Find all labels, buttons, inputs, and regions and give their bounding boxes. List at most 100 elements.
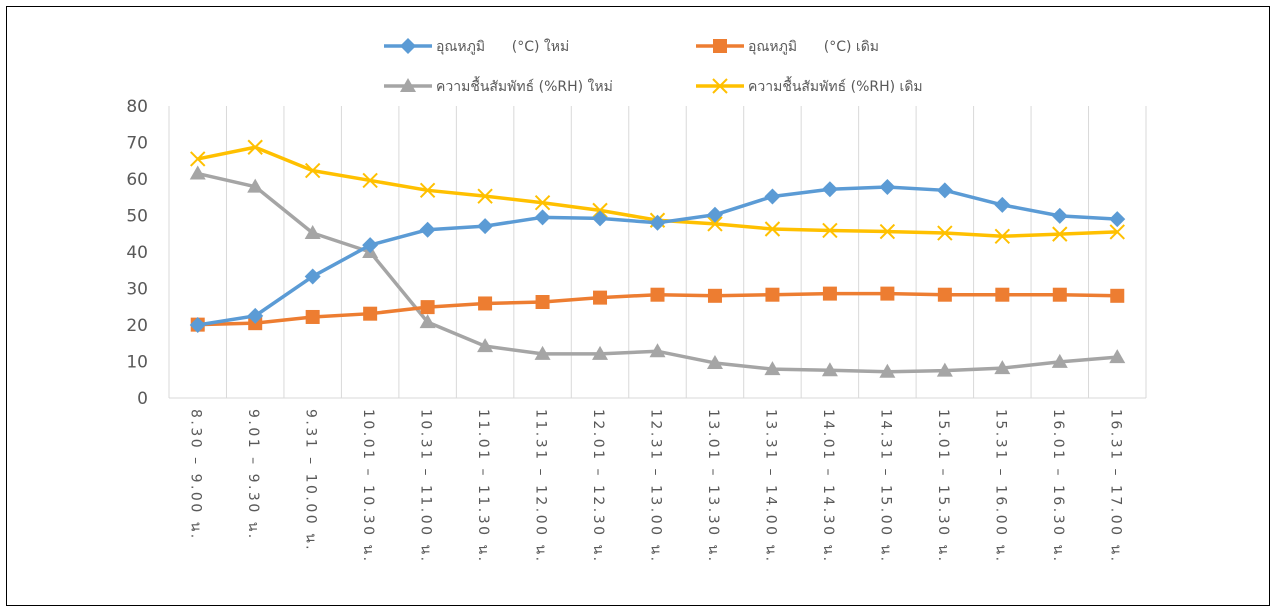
data-point (1110, 288, 1125, 303)
data-point (994, 228, 1011, 245)
legend-label: ความชื้นสัมพัทธ์ (%RH) ใหม่ (436, 76, 613, 95)
x-tick-label: 11.01 – 11.30 น. (475, 409, 491, 564)
data-point (764, 221, 781, 237)
data-point (362, 172, 378, 189)
data-point (363, 306, 378, 321)
legend-item: ความชื้นสัมพัทธ์ (%RH) ใหม่ (384, 76, 613, 95)
data-point (477, 218, 494, 235)
data-point (937, 225, 953, 241)
data-point (535, 295, 550, 310)
data-point (304, 225, 321, 240)
data-point (995, 287, 1010, 302)
data-point (822, 286, 837, 301)
data-point (247, 178, 264, 193)
y-tick-label: 0 (137, 389, 148, 409)
series-triangle (189, 165, 1126, 378)
data-point (821, 362, 838, 377)
data-point (189, 317, 206, 333)
legend-item: อุณหภูมิ (°C) ใหม่ (384, 38, 569, 55)
data-point (592, 210, 609, 227)
data-point (765, 287, 780, 302)
series-line (197, 185, 1118, 327)
legend-marker (400, 38, 416, 54)
x-tick-label: 15.01 – 15.30 น. (935, 409, 951, 564)
data-point (707, 288, 722, 303)
gridlines (168, 106, 1147, 398)
y-tick-labels: 0 10 20 30 40 50 60 70 80 (126, 97, 148, 409)
data-point (936, 182, 953, 199)
series-layer (189, 139, 1126, 378)
data-point (1109, 224, 1125, 240)
x-tick-label: 15.31 – 16.00 น. (992, 409, 1008, 564)
legend-item: อุณหภูมิ (°C) เดิม (696, 39, 879, 55)
data-point (420, 300, 435, 315)
x-tick-label: 9.01 – 9.30 น. (245, 409, 261, 541)
data-point (1109, 349, 1126, 364)
y-tick-label: 50 (126, 207, 148, 227)
data-point (879, 363, 896, 378)
x-tick-label: 16.01 – 16.30 น. (1050, 409, 1066, 564)
data-point (534, 195, 551, 211)
series-diamond (189, 179, 1126, 333)
data-point (1051, 207, 1068, 224)
data-point (880, 286, 895, 301)
data-point (706, 354, 723, 369)
data-point (649, 343, 666, 358)
data-point (937, 287, 952, 302)
legend-marker (712, 78, 728, 94)
data-point (764, 188, 781, 205)
data-point (419, 314, 436, 329)
y-tick-label: 40 (126, 243, 148, 263)
x-tick-labels: 8.30 – 9.00 น. 9.01 – 9.30 น. 9.31 – 10.00… (188, 409, 1124, 564)
data-point (822, 222, 838, 239)
y-tick-label: 70 (126, 134, 148, 154)
data-point (534, 345, 551, 360)
x-tick-label: 8.30 – 9.00 น. (188, 409, 204, 541)
data-point (821, 181, 838, 198)
data-point (478, 296, 493, 311)
chart-frame: 0 10 20 30 40 50 60 70 80 8.30 – 9.00 น. 9.01 – 9… (6, 6, 1270, 606)
x-tick-label: 14.01 – 14.30 น. (820, 409, 836, 564)
data-point (247, 307, 264, 324)
series-square (190, 286, 1125, 332)
data-point (592, 202, 608, 219)
x-tick-label: 12.31 – 13.00 น. (648, 409, 664, 564)
legend-label: ความชื้นสัมพัทธ์ (%RH) เดิม (748, 76, 923, 95)
legend-label: อุณหภูมิ (°C) ใหม่ (436, 38, 569, 55)
y-tick-label: 20 (126, 316, 148, 336)
data-point (190, 151, 206, 167)
data-point (706, 206, 723, 223)
data-point (419, 221, 436, 238)
data-point (362, 237, 379, 254)
series-line (197, 171, 1118, 374)
x-tick-label: 12.01 – 12.30 น. (590, 409, 606, 564)
data-point (593, 290, 608, 305)
data-point (305, 309, 320, 324)
data-point (879, 179, 896, 196)
data-point (477, 338, 494, 353)
legend-marker (713, 39, 727, 53)
data-point (879, 223, 896, 240)
data-point (477, 188, 493, 204)
data-point (304, 162, 321, 179)
data-point (649, 214, 666, 231)
legend-marker (400, 78, 416, 92)
data-point (534, 209, 551, 226)
x-tick-label: 11.31 – 12.00 น. (533, 409, 549, 564)
legend-item: ความชื้นสัมพัทธ์ (%RH) เดิม (696, 76, 923, 95)
y-tick-label: 80 (126, 97, 148, 117)
x-tick-label: 10.01 – 10.30 น. (360, 409, 376, 564)
data-point (764, 361, 781, 376)
x-tick-label: 16.31 – 17.00 น. (1107, 409, 1123, 564)
data-point (936, 362, 953, 377)
x-tick-label: 13.01 – 13.30 น. (705, 409, 721, 564)
data-point (994, 360, 1011, 375)
y-tick-label: 60 (126, 170, 148, 190)
data-point (994, 196, 1011, 213)
data-point (707, 216, 723, 232)
legend: อุณหภูมิ (°C) ใหม่ อุณหภูมิ (°C) เดิมความ… (384, 38, 923, 95)
x-tick-label: 14.31 – 15.00 น. (877, 409, 893, 564)
data-point (650, 287, 665, 302)
data-point (304, 268, 321, 285)
y-tick-label: 30 (126, 280, 148, 300)
